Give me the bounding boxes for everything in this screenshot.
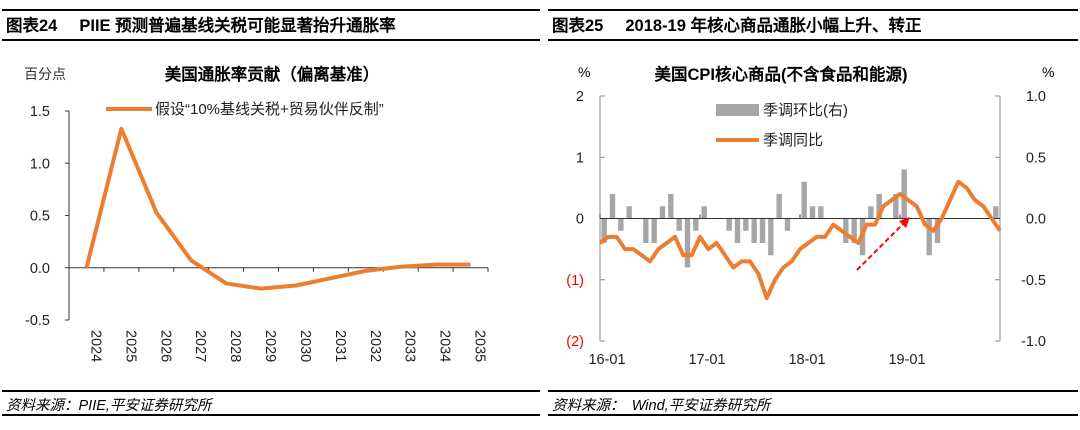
y-tick-label: 1.0	[30, 156, 50, 172]
x-tick-label: 2030	[297, 330, 313, 362]
header-rule	[548, 39, 1078, 41]
x-tick-label: 2027	[192, 330, 208, 362]
right-axis-unit: %	[1042, 64, 1054, 80]
bar	[643, 218, 649, 243]
x-tick-label: 2032	[367, 330, 383, 362]
chart-title: 美国通胀率贡献（偏离基准）	[165, 64, 380, 84]
bar	[843, 218, 849, 243]
top-rule	[548, 9, 1078, 11]
right-y-tick-label: -0.5	[1021, 273, 1046, 289]
footer-rule	[548, 390, 1078, 392]
x-tick-label: 2025	[122, 330, 138, 362]
bar	[868, 206, 874, 219]
bar	[751, 218, 757, 243]
series-line	[598, 179, 1002, 301]
x-tick-label: 2033	[402, 330, 418, 362]
bottom-rule	[2, 414, 540, 416]
y-tick-label: -0.5	[25, 313, 50, 329]
figure-24-panel: 图表24 PIIE 预测普遍基线关税可能显著抬升通胀率 百分点 美国通胀率贡献（偏…	[2, 0, 540, 430]
top-rule	[2, 9, 540, 11]
bottom-rule	[548, 414, 1078, 416]
bar	[743, 218, 749, 231]
x-tick-label: 2026	[157, 330, 173, 362]
bar	[926, 218, 932, 256]
bar	[609, 194, 616, 219]
bar	[701, 206, 707, 219]
bar	[801, 181, 807, 219]
right-y-tick-label: 1.0	[1026, 89, 1046, 105]
left-y-tick-label: (2)	[566, 334, 584, 350]
x-tick-label: 2024	[87, 330, 103, 362]
y-tick-label: 0.0	[30, 261, 50, 277]
series-line	[84, 126, 471, 291]
figure-number: 图表24	[6, 17, 58, 35]
bar	[768, 218, 774, 256]
left-y-tick-label: 0	[576, 212, 584, 228]
bar	[876, 194, 882, 219]
left-y-tick-label: 2	[576, 89, 584, 105]
bar	[784, 218, 791, 231]
footer-rule	[2, 390, 540, 392]
bar	[659, 206, 666, 219]
figure-number: 图表25	[552, 17, 604, 35]
bar	[601, 218, 607, 243]
x-tick-label: 19-01	[888, 352, 925, 368]
bar	[668, 194, 674, 219]
y-axis-unit: 百分点	[24, 66, 66, 82]
legend-bar-swatch	[716, 104, 759, 116]
bar	[626, 206, 632, 219]
bar	[993, 206, 999, 219]
bar	[734, 218, 741, 243]
y-tick-label: 1.5	[30, 104, 50, 120]
x-tick-label: 2031	[332, 330, 348, 362]
bar	[693, 218, 699, 231]
source-note: 资料来源： Wind,平安证券研究所	[552, 398, 771, 414]
x-tick-label: 2028	[227, 330, 243, 362]
figure-header: 图表24 PIIE 预测普遍基线关税可能显著抬升通胀率	[6, 12, 396, 36]
figure-25-panel: 图表25 2018-19 年核心商品通胀小幅上升、转正 % % 美国CPI核心商品…	[548, 0, 1078, 430]
x-tick-label: 2035	[472, 330, 488, 362]
x-tick-label: 18-01	[788, 352, 825, 368]
right-y-tick-label: 0.5	[1026, 150, 1046, 166]
bar	[684, 218, 691, 268]
bar	[851, 218, 857, 243]
x-tick-label: 17-01	[688, 352, 725, 368]
figure-title: 2018-19 年核心商品通胀小幅上升、转正	[625, 17, 922, 35]
figure-title: PIIE 预测普遍基线关税可能显著抬升通胀率	[79, 17, 396, 35]
chart-inflation-contribution: 百分点 美国通胀率贡献（偏离基准） 假设“10%基线关税+贸易伙伴反制” 1.5…	[24, 64, 489, 362]
bar	[726, 218, 732, 231]
bar	[759, 218, 766, 243]
header-rule	[2, 39, 540, 41]
legend-label: 假设“10%基线关税+贸易伙伴反制”	[155, 101, 384, 118]
trend-arrow-line	[856, 223, 904, 271]
legend-label-bar: 季调环比(右)	[763, 102, 848, 119]
chart-title: 美国CPI核心商品(不含食品和能源)	[655, 64, 908, 84]
figure-header: 图表25 2018-19 年核心商品通胀小幅上升、转正	[552, 12, 922, 36]
x-tick-label: 16-01	[588, 352, 625, 368]
x-tick-label: 2029	[262, 330, 278, 362]
bar	[901, 169, 907, 219]
left-y-tick-label: 1	[576, 150, 584, 166]
bar	[934, 218, 941, 243]
chart-core-goods-cpi: % % 美国CPI核心商品(不含食品和能源) 季调环比(右) 季调同比 2 1 0 (…	[566, 64, 1054, 368]
source-note: 资料来源：PIIE,平安证券研究所	[6, 398, 212, 414]
left-axis-unit: %	[578, 64, 590, 80]
bar	[818, 206, 824, 219]
x-tick-label: 2034	[437, 330, 453, 362]
bar	[651, 218, 657, 243]
trend-arrow-head	[899, 217, 910, 228]
bar	[676, 218, 682, 231]
left-y-tick-label: (1)	[566, 273, 584, 289]
bar	[618, 218, 624, 231]
bar	[776, 194, 782, 219]
right-y-tick-label: -1.0	[1021, 334, 1046, 350]
legend-label-line: 季调同比	[763, 132, 823, 149]
bar	[809, 206, 816, 219]
y-tick-label: 0.5	[30, 209, 50, 225]
bar	[893, 194, 899, 219]
right-y-tick-label: 0.0	[1026, 212, 1046, 228]
